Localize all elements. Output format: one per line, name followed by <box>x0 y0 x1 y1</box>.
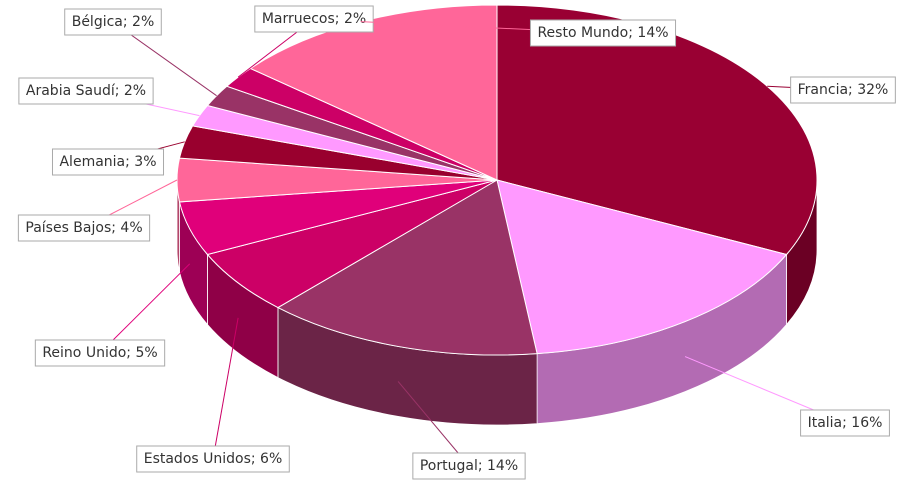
data-label: Arabia Saudí; 2% <box>26 83 146 99</box>
slice <box>276 179 538 356</box>
label-box <box>800 409 890 437</box>
slice <box>496 4 818 256</box>
data-label: Marruecos; 2% <box>262 11 366 27</box>
label-box <box>790 76 896 104</box>
data-label: Resto Mundo; 14% <box>537 25 668 41</box>
label-box <box>51 148 165 176</box>
data-label: Estados Unidos; 6% <box>144 451 283 467</box>
tops <box>176 4 818 356</box>
label-box <box>529 19 677 47</box>
label-box <box>17 214 151 242</box>
data-label: Italia; 16% <box>808 415 883 431</box>
label-box <box>254 5 374 33</box>
data-label: Reino Unido; 5% <box>42 345 157 361</box>
label-box <box>64 8 162 36</box>
slice <box>206 179 498 309</box>
labels: Francia; 32% Italia; 16% Portugal; 14% Esta… <box>17 5 896 480</box>
label-box <box>34 339 166 367</box>
data-label: Portugal; 14% <box>420 458 518 474</box>
label-box <box>136 445 290 473</box>
data-label: Alemania; 3% <box>59 154 156 170</box>
leader-line <box>99 263 191 354</box>
data-label: Países Bajos; 4% <box>25 220 142 236</box>
label-box <box>412 452 526 480</box>
slice <box>496 179 788 355</box>
data-label: Bélgica; 2% <box>72 14 155 30</box>
label-box <box>18 77 154 105</box>
data-label: Francia; 32% <box>798 82 889 98</box>
leader-line <box>397 381 470 467</box>
leader-line <box>212 317 239 460</box>
sides <box>176 179 818 426</box>
